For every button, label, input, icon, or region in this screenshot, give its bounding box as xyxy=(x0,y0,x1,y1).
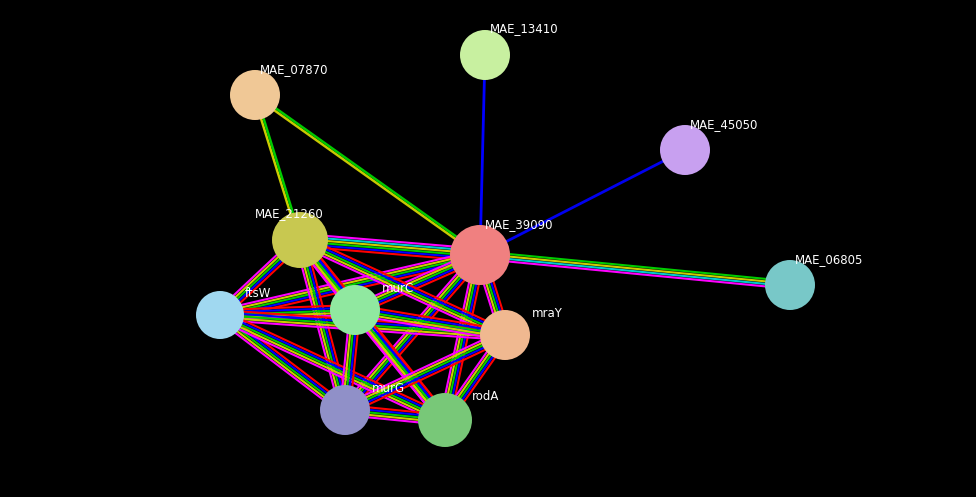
Text: MAE_39090: MAE_39090 xyxy=(485,218,553,231)
Text: rodA: rodA xyxy=(472,390,500,403)
Circle shape xyxy=(196,291,244,339)
Circle shape xyxy=(330,285,380,335)
Text: MAE_13410: MAE_13410 xyxy=(490,22,558,35)
Text: ftsW: ftsW xyxy=(245,287,271,300)
Text: MAE_06805: MAE_06805 xyxy=(795,253,864,266)
Circle shape xyxy=(230,70,280,120)
Circle shape xyxy=(460,30,510,80)
Circle shape xyxy=(450,225,510,285)
Circle shape xyxy=(765,260,815,310)
Text: murG: murG xyxy=(372,382,405,395)
Circle shape xyxy=(418,393,472,447)
Circle shape xyxy=(480,310,530,360)
Text: MAE_21260: MAE_21260 xyxy=(255,207,324,220)
Text: murC: murC xyxy=(382,282,414,295)
Circle shape xyxy=(660,125,710,175)
Circle shape xyxy=(272,212,328,268)
Text: MAE_45050: MAE_45050 xyxy=(690,118,758,131)
Circle shape xyxy=(320,385,370,435)
Text: MAE_07870: MAE_07870 xyxy=(260,63,329,76)
Text: mraY: mraY xyxy=(532,307,563,320)
